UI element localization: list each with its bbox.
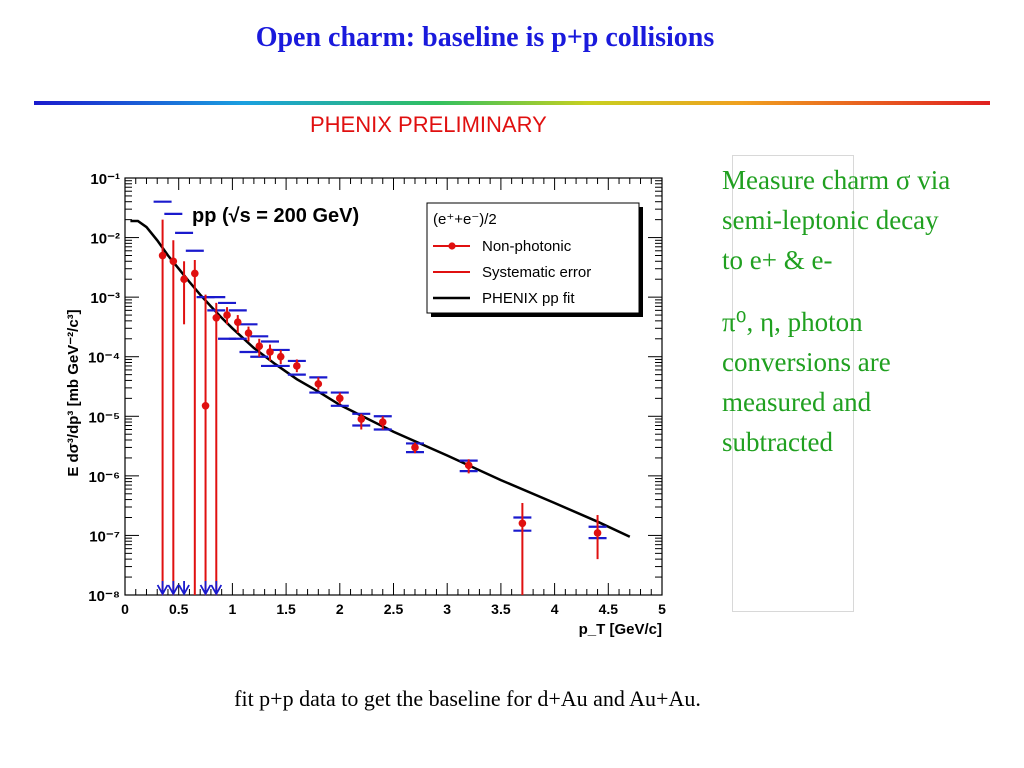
data-point — [357, 415, 366, 423]
x-tick-label: 4.5 — [599, 601, 619, 617]
data-points-layer — [156, 219, 602, 596]
x-tick-label: 0.5 — [169, 601, 189, 617]
bullet-line: semi-leptonic decay — [722, 205, 939, 235]
bullet-line: conversions are — [722, 347, 891, 377]
y-tick-label: 10⁻² — [90, 231, 120, 248]
upper-limit-arrow — [167, 581, 180, 596]
y-tick-label: 10⁻⁶ — [88, 469, 120, 486]
data-point — [212, 314, 221, 322]
bullet-line: measured and — [722, 387, 872, 417]
data-point — [233, 318, 242, 326]
bullet-paragraph-1: Measure charm σ via semi-leptonic decay … — [722, 160, 1022, 280]
data-point — [518, 519, 527, 528]
bullet-line: to e+ & e- — [722, 245, 833, 275]
preliminary-label: PHENIX PRELIMINARY — [310, 112, 547, 137]
data-point — [169, 257, 178, 266]
data-point — [223, 311, 231, 319]
bullet-line: Measure charm σ via — [722, 165, 951, 195]
x-tick-label: 5 — [658, 601, 666, 617]
axis-ticks — [124, 177, 663, 596]
x-tick-label: 0 — [121, 601, 129, 617]
data-point — [378, 418, 387, 426]
chart-annotation: pp (√s = 200 GeV) — [192, 205, 359, 227]
x-tick-label: 2.5 — [384, 601, 404, 617]
bullet-frame — [732, 155, 854, 612]
upper-limit-arrow — [210, 581, 223, 596]
x-axis-label: p_T [GeV/c] — [579, 621, 662, 638]
data-point — [593, 529, 602, 537]
x-tick-label: 3.5 — [491, 601, 511, 617]
x-tick-label: 3 — [443, 601, 451, 617]
slide-title: Open charm: baseline is p+p collisions — [255, 22, 715, 53]
y-tick-label: 10⁻⁵ — [88, 409, 120, 426]
y-tick-label: 10⁻⁷ — [89, 528, 120, 545]
data-point — [191, 269, 199, 278]
data-point — [266, 348, 274, 356]
upper-limit-arrow — [199, 581, 212, 596]
upper-limit-arrow — [156, 581, 169, 596]
data-point — [464, 461, 473, 470]
data-point — [336, 394, 344, 403]
y-axis-label: E dσ³/dp³ [mb GeV⁻²/c³] — [65, 309, 82, 476]
title-divider — [34, 101, 990, 105]
legend-box — [426, 202, 640, 314]
bullet-line: subtracted — [722, 427, 833, 457]
x-tick-label: 4 — [551, 601, 559, 617]
y-tick-label: 10⁻⁸ — [88, 588, 120, 605]
y-tick-label: 10⁻³ — [90, 290, 120, 307]
tick-labels: 0 0.5 1 1.5 2 2.5 3 3.5 4 4.5 5 10⁻⁸ 10⁻⁷ 10⁻⁶ 10⁻⁵ 10⁻… — [88, 171, 666, 617]
data-point — [276, 352, 285, 361]
bullet-line: π⁰, η, photon — [722, 307, 863, 337]
y-tick-label: 10⁻¹ — [90, 171, 120, 188]
data-point — [244, 329, 253, 337]
data-point — [201, 401, 210, 410]
data-point — [158, 251, 167, 260]
upper-limit-arrow — [178, 581, 190, 596]
data-point — [314, 380, 323, 388]
legend-entry-systematic: Systematic error — [482, 264, 591, 281]
x-tick-label: 1 — [229, 601, 237, 617]
slide-caption: fit p+p data to get the baseline for d+A… — [234, 686, 701, 711]
data-point — [411, 443, 419, 452]
cross-section-chart: 0 0.5 1 1.5 2 2.5 3 3.5 4 4.5 5 10⁻⁸ 10⁻⁷ 10⁻⁶ 10⁻⁵ 10⁻… — [65, 171, 666, 638]
legend-nonphotonic-marker — [448, 242, 456, 250]
bullet-paragraph-2: π⁰, η, photon conversions are measured a… — [722, 302, 1022, 462]
x-tick-label: 2 — [336, 601, 344, 617]
data-point — [255, 342, 264, 351]
bullet-text: Measure charm σ via semi-leptonic decay … — [722, 160, 1022, 462]
y-tick-label: 10⁻⁴ — [88, 350, 120, 367]
legend-entry-nonphotonic: Non-photonic — [482, 238, 572, 255]
legend: (e⁺+e⁻)/2 Non-photonic Systematic error … — [426, 202, 643, 317]
legend-entry-fit: PHENIX pp fit — [482, 290, 575, 307]
data-point — [293, 362, 301, 370]
data-point — [180, 275, 188, 284]
x-tick-label: 1.5 — [276, 601, 296, 617]
legend-header: (e⁺+e⁻)/2 — [433, 211, 497, 228]
